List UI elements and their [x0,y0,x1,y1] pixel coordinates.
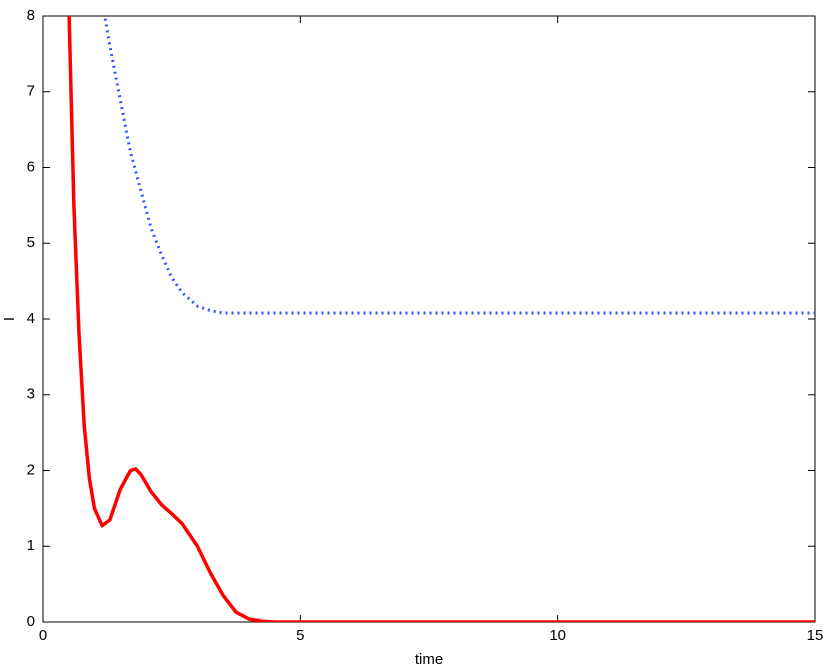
x-axis-label: time [415,651,443,668]
y-tick-label: 3 [27,386,35,403]
y-tick-label: 4 [27,310,35,327]
plot-frame [42,15,816,623]
y-tick-label: 6 [27,158,35,175]
x-tick-label: 10 [549,627,566,644]
series-line [67,16,815,622]
y-tick-label: 8 [27,7,35,24]
y-tick-label: 5 [27,234,35,251]
x-tick-label: 5 [296,627,304,644]
y-tick-label: 1 [27,537,35,554]
y-tick-label: 2 [27,461,35,478]
y-tick-label: 7 [27,83,35,100]
y-axis-label: I [1,317,18,321]
series-line [103,16,815,315]
x-tick-label: 0 [39,627,47,644]
y-tick-label: 0 [27,613,35,630]
x-tick-label: 15 [807,627,824,644]
